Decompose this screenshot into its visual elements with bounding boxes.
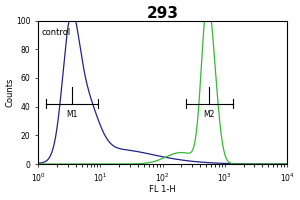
Text: M2: M2 bbox=[203, 110, 215, 119]
Text: control: control bbox=[41, 28, 70, 37]
X-axis label: FL 1-H: FL 1-H bbox=[149, 185, 176, 194]
Text: M1: M1 bbox=[67, 110, 78, 119]
Title: 293: 293 bbox=[147, 6, 178, 21]
Y-axis label: Counts: Counts bbox=[6, 78, 15, 107]
